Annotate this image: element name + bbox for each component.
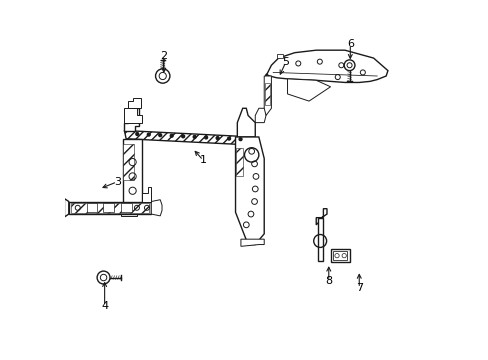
- Text: 4: 4: [101, 301, 108, 311]
- Polygon shape: [241, 239, 264, 246]
- Bar: [70, 203, 149, 213]
- Bar: [235, 148, 243, 176]
- Polygon shape: [124, 131, 255, 145]
- Text: 6: 6: [346, 40, 353, 49]
- Bar: [330, 249, 349, 262]
- Circle shape: [227, 137, 230, 140]
- Polygon shape: [237, 108, 255, 137]
- Bar: [102, 203, 113, 212]
- Bar: [333, 251, 346, 260]
- Text: 1: 1: [200, 155, 206, 165]
- Bar: [121, 203, 131, 212]
- Text: 8: 8: [325, 276, 332, 286]
- Circle shape: [204, 136, 207, 139]
- Polygon shape: [128, 98, 140, 108]
- Polygon shape: [124, 108, 139, 131]
- Polygon shape: [316, 209, 326, 225]
- Circle shape: [159, 134, 162, 136]
- Bar: [265, 83, 270, 105]
- Circle shape: [136, 132, 139, 135]
- Circle shape: [147, 133, 150, 136]
- Text: 2: 2: [160, 51, 167, 61]
- Polygon shape: [265, 50, 387, 82]
- Polygon shape: [287, 79, 330, 101]
- Circle shape: [216, 136, 219, 139]
- Polygon shape: [264, 76, 271, 116]
- Polygon shape: [151, 200, 162, 216]
- Text: 5: 5: [282, 57, 288, 67]
- Bar: [86, 203, 97, 212]
- Text: 3: 3: [114, 177, 121, 187]
- Polygon shape: [124, 108, 142, 123]
- Polygon shape: [122, 139, 144, 212]
- Bar: [276, 54, 283, 58]
- Polygon shape: [255, 108, 265, 123]
- Polygon shape: [235, 137, 264, 244]
- Polygon shape: [121, 205, 144, 216]
- Text: 7: 7: [355, 283, 362, 293]
- Bar: [69, 202, 151, 214]
- Polygon shape: [142, 187, 151, 202]
- Circle shape: [239, 138, 242, 141]
- Circle shape: [182, 135, 184, 138]
- Polygon shape: [64, 199, 69, 217]
- Bar: [123, 144, 134, 180]
- Circle shape: [193, 135, 196, 138]
- Polygon shape: [317, 218, 322, 261]
- Circle shape: [170, 134, 173, 137]
